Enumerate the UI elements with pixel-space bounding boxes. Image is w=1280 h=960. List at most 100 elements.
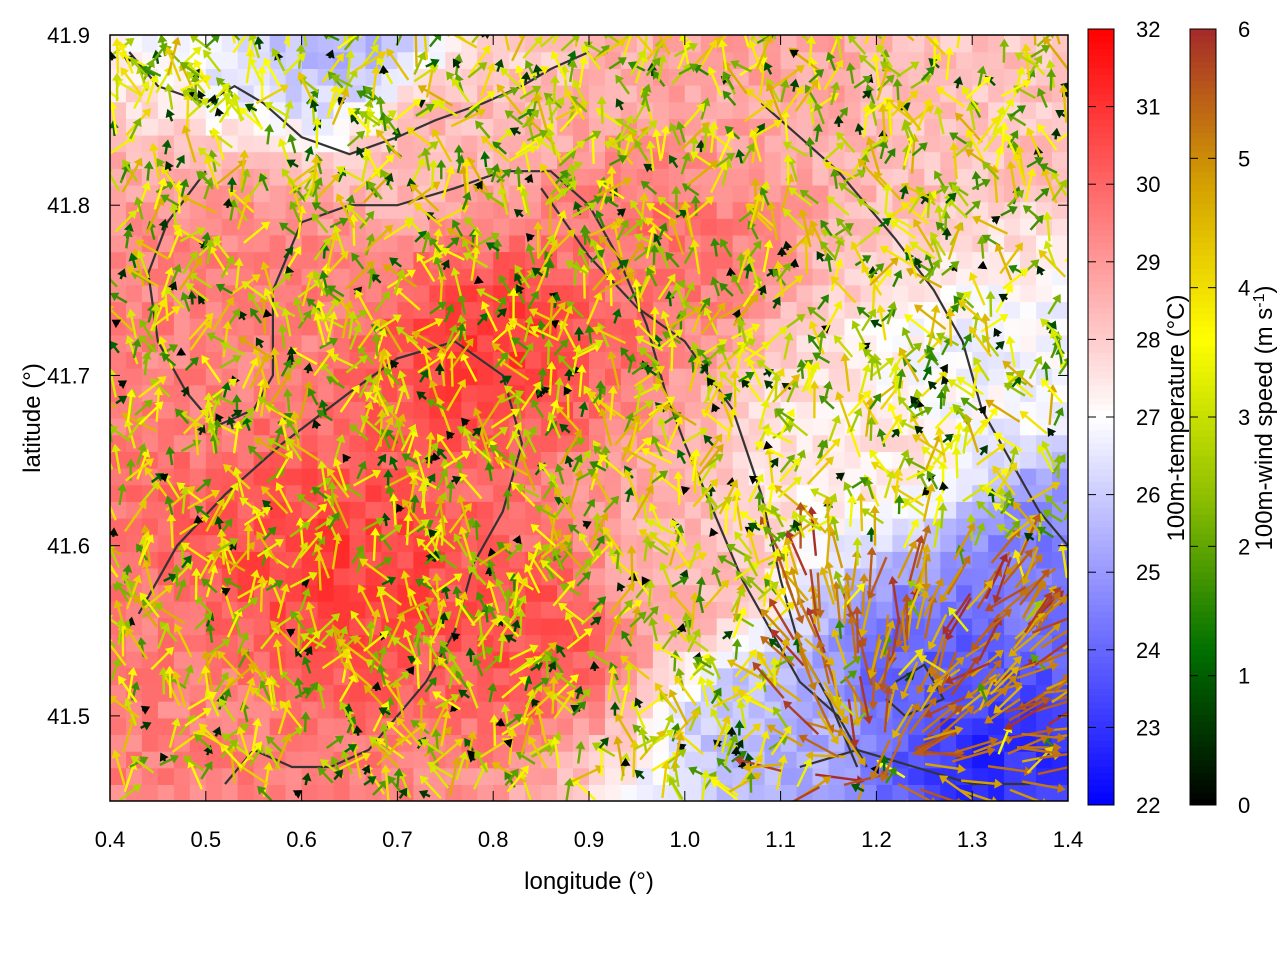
heatmap-cell: [173, 468, 191, 486]
heatmap-cell: [413, 268, 430, 286]
heatmap-cell: [221, 651, 239, 669]
heatmap-cell: [956, 51, 973, 69]
heatmap-cell: [620, 517, 638, 536]
heatmap-cell: [1020, 351, 1037, 369]
heatmap-cell: [429, 68, 446, 86]
heatmap-cell: [397, 651, 414, 669]
heatmap-cell: [189, 384, 207, 402]
heatmap-cell: [477, 784, 494, 801]
heatmap-cell: [956, 251, 973, 269]
heatmap-cell: [541, 751, 558, 769]
heatmap-cell: [589, 418, 606, 436]
heatmap-cell: [365, 484, 383, 502]
heatmap-cell: [349, 401, 367, 419]
heatmap-cell: [716, 318, 734, 336]
heatmap-cell: [413, 667, 430, 686]
heatmap-cell: [716, 201, 734, 219]
plot-area: [109, 34, 1069, 802]
heatmap-cell: [269, 218, 287, 236]
heatmap-cell: [253, 617, 271, 636]
heatmap-cell: [157, 784, 175, 801]
heatmap-cell: [173, 601, 191, 619]
heatmap-cell: [525, 351, 542, 369]
heatmap-cell: [796, 168, 814, 186]
heatmap-cell: [317, 551, 335, 569]
heatmap-cell: [477, 501, 494, 519]
heatmap-cell: [221, 784, 239, 801]
heatmap-cell: [221, 151, 239, 169]
heatmap-cell: [157, 701, 175, 719]
heatmap-cell: [269, 68, 287, 86]
heatmap-cell: [381, 584, 398, 602]
heatmap-cell: [445, 434, 462, 452]
heatmap-cell: [381, 85, 398, 103]
heatmap-cell: [972, 35, 989, 53]
heatmap-cell: [892, 168, 909, 186]
heatmap-cell: [157, 534, 175, 552]
heatmap-cell: [157, 201, 175, 219]
heatmap-cell: [237, 351, 255, 369]
heatmap-cell: [684, 85, 702, 103]
heatmap-cell: [620, 184, 638, 203]
heatmap-cell: [126, 351, 143, 369]
heatmap-cell: [301, 218, 319, 236]
heatmap-cell: [429, 418, 446, 436]
heatmap-cell: [573, 717, 590, 735]
heatmap-cell: [557, 35, 574, 53]
heatmap-cell: [509, 218, 526, 236]
heatmap-cell: [892, 35, 909, 53]
heatmap-cell: [397, 184, 414, 203]
heatmap-cell: [700, 251, 718, 269]
heatmap-cell: [620, 68, 638, 86]
heatmap-cell: [301, 318, 319, 336]
heatmap-cell: [189, 634, 207, 652]
heatmap-cell: [221, 751, 239, 769]
heatmap-cell: [333, 667, 351, 686]
heatmap-cell: [652, 584, 670, 602]
heatmap-cell: [796, 401, 814, 419]
heatmap-cell: [189, 368, 207, 386]
heatmap-cell: [333, 684, 351, 702]
heatmap-cell: [397, 51, 414, 69]
heatmap-cell: [1052, 434, 1068, 452]
heatmap-cell: [636, 684, 654, 702]
heatmap-cell: [141, 35, 159, 53]
heatmap-cell: [253, 418, 271, 436]
wind-arrow: [451, 35, 458, 36]
heatmap-cell: [157, 684, 175, 702]
heatmap-cell: [333, 418, 351, 436]
heatmap-cell: [301, 151, 319, 169]
heatmap-cell: [317, 418, 335, 436]
heatmap-cell: [381, 384, 398, 402]
heatmap-cell: [365, 451, 383, 469]
heatmap-cell: [397, 484, 414, 502]
heatmap-cell: [1020, 284, 1037, 303]
heatmap-cell: [269, 184, 287, 203]
heatmap-cell: [349, 684, 367, 702]
heatmap-cell: [301, 368, 319, 386]
heatmap-cell: [557, 651, 574, 669]
wind-arrow: [940, 35, 952, 37]
heatmap-cell: [908, 151, 925, 169]
heatmap-cell: [141, 384, 159, 402]
heatmap-cell: [796, 251, 814, 269]
heatmap-cell: [716, 218, 734, 236]
heatmap-cell: [253, 701, 271, 719]
heatmap-cell: [525, 617, 542, 636]
heatmap-cell: [253, 318, 271, 336]
heatmap-cell: [110, 184, 127, 203]
heatmap-cell: [141, 667, 159, 686]
heatmap-cell: [461, 384, 478, 402]
heatmap-cell: [285, 68, 303, 86]
heatmap-cell: [700, 634, 718, 652]
heatmap-cell: [509, 517, 526, 536]
heatmap-cell: [126, 734, 143, 752]
heatmap-cell: [301, 734, 319, 752]
heatmap-cell: [812, 118, 830, 136]
heatmap-cell: [141, 784, 159, 801]
heatmap-cell: [748, 617, 766, 636]
heatmap-cell: [269, 134, 287, 153]
heatmap-cell: [110, 218, 127, 236]
heatmap-cell: [126, 701, 143, 719]
heatmap-cell: [892, 517, 909, 536]
